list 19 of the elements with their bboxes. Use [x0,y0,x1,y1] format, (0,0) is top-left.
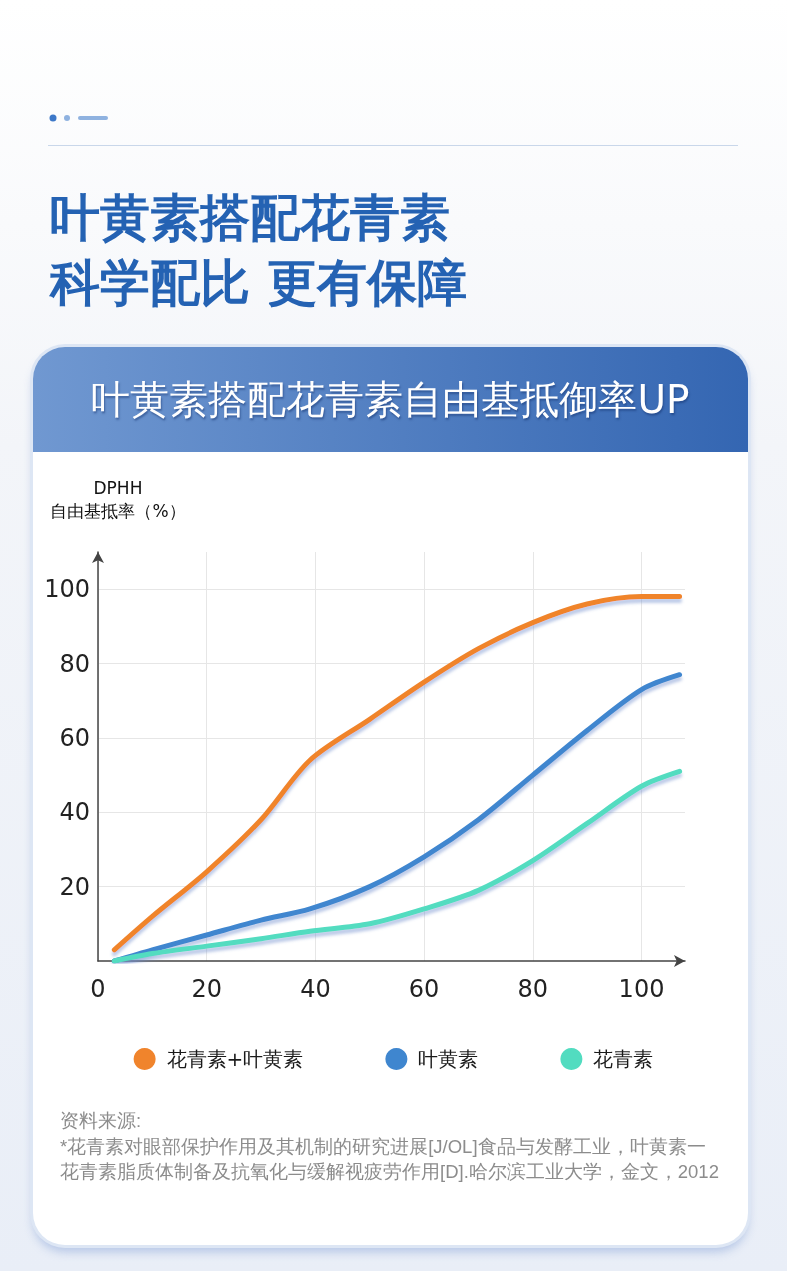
y-tick-label: 60 [59,723,90,752]
chart-subtitle: 叶黄素搭配花青素自由基抵御率UP [91,377,690,422]
y-tick-label: 100 [44,575,90,604]
x-tick-label: 20 [191,975,222,1003]
legend-label: 花青素 [593,1047,654,1071]
text: *花青素对眼部保护作用及其机制的研究进展[J/OL]食品与发酵工业，叶黄素一花青素脂质体制备及抗氧化与缓解视疲劳作用[D].哈尔滨工业大学，金文，2012 [60,1134,720,1184]
y-tick-label: 40 [59,798,90,827]
legend-label: 花青素+叶黄素 [166,1047,304,1071]
x-tick-label: 80 [517,975,549,1003]
chart-title: 叶黄素搭配花青素科学配比 更有保障 [50,188,469,314]
y-tick-label: 80 [59,649,90,678]
y-tick-label: 20 [59,872,90,901]
text: 资料来源: [60,1109,143,1133]
x-tick-label: 100 [618,975,665,1003]
legend-label: 叶黄素 [418,1047,479,1071]
x-tick-label: 60 [408,975,440,1003]
y-axis-title: DPHH 自由基抵率（%） [50,477,186,523]
x-tick-label: 0 [90,975,106,1003]
x-tick-label: 40 [300,975,331,1003]
